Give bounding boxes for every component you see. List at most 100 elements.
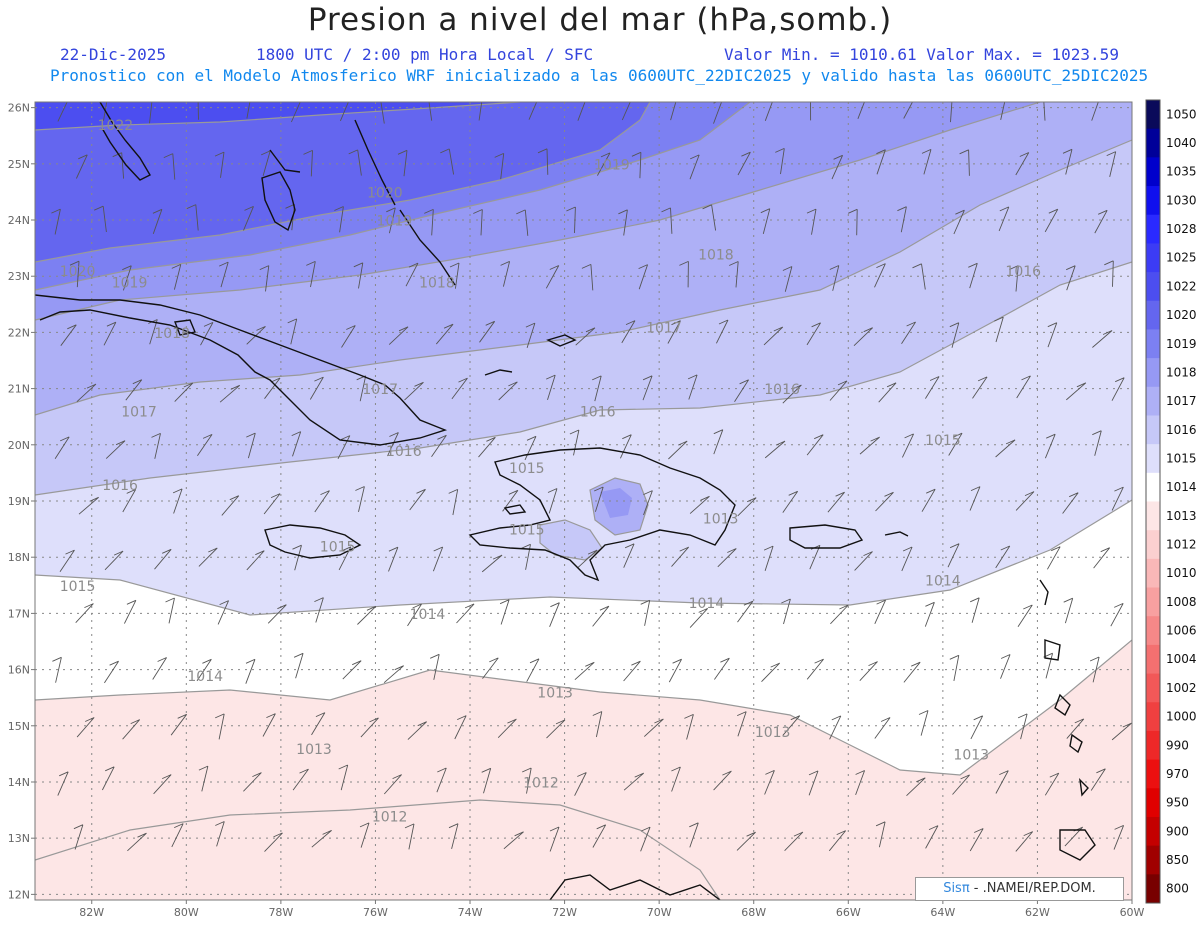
wind-barb [342,660,362,680]
wind-barb [594,486,604,512]
coast-martinique [1054,693,1071,717]
contour-label: 1016 [1005,264,1041,280]
colorbar-swatch [1146,845,1160,875]
wind-barb [875,821,886,848]
lon-label: 82W [79,906,104,919]
colorbar-label: 1014 [1166,480,1197,494]
colorbar-label: 1017 [1166,394,1197,408]
colorbar-label: 1025 [1166,251,1197,265]
lat-lon-grid [35,102,1133,900]
wind-barb [901,321,916,345]
wind-barb [306,260,316,288]
lon-label: 76W [363,906,388,919]
wind-barb [1111,722,1132,741]
wind-barb [537,148,549,175]
coast-bahamas-eleuthera [354,119,396,206]
wind-barb [959,149,970,176]
wind-barb [337,435,351,460]
wind-barb [59,549,75,572]
wind-barb [784,831,804,852]
lat-label: 23N [8,270,30,283]
colorbar-label: 1006 [1166,624,1197,638]
colorbar-swatch [1146,128,1160,158]
coast-jamaica [264,524,362,559]
wind-barb [454,715,467,740]
wind-barb [761,662,781,683]
colorbar-swatch [1146,702,1160,732]
colorbar-label: 1019 [1166,337,1197,351]
lon-label: 72W [552,906,577,919]
wind-barb [388,546,399,572]
colorbar-label: 1022 [1166,279,1197,293]
contour-label: 1015 [60,579,96,595]
colorbar-swatch [1146,186,1160,216]
wind-barb [1000,102,1006,120]
wind-barb [451,377,468,400]
model-info: Pronostico con el Modelo Atmosferico WRF… [50,66,1149,85]
contour-label: 1014 [689,596,725,612]
lon-label: 80W [174,906,199,919]
min-max-values: Valor Min. = 1010.61 Valor Max. = 1023.5… [724,45,1119,64]
wind-barb [952,774,970,795]
colorbar-swatch [1146,214,1160,244]
contour-label: 1017 [362,382,398,398]
wind-barb [878,382,897,403]
wind-barb [125,379,143,401]
lon-label: 78W [268,906,293,919]
contour-label: 1014 [925,573,961,589]
wind-barb [435,323,454,345]
wind-barb [875,491,894,512]
wind-barb [246,550,265,571]
coast-isla-juventud [174,319,196,336]
lat-label: 14N [8,776,30,789]
wind-barb [448,823,459,850]
wind-barb [219,384,241,403]
contour-label: 1018 [419,275,455,291]
colorbar-label: 990 [1166,738,1189,752]
contour-label: 1019 [112,275,148,291]
wind-barb [737,600,754,623]
wind-barb [397,149,408,177]
wind-barb [1047,322,1058,348]
coast-barbados [1079,778,1089,797]
wind-barb [643,718,664,737]
wind-barb [503,831,524,850]
wind-barb [246,102,251,119]
wind-barb [94,205,107,233]
contour-label: 1016 [580,405,616,421]
colorbar-swatch [1146,673,1160,703]
wind-barb [76,717,95,738]
wind-barb [481,767,492,794]
wind-barb [1016,375,1031,399]
wind-barb [186,204,199,231]
wind-barb [154,548,172,570]
credit-brand: Sisπ [943,881,970,896]
coast-venezuela [549,874,721,900]
lat-label: 24N [8,214,30,227]
wind-barb [261,150,271,177]
wind-barb [781,598,791,625]
coast-inagua [546,334,577,347]
wind-barb [903,661,921,683]
wind-barb [1063,597,1074,624]
wind-barb [1094,209,1108,234]
wind-barb [104,550,124,571]
wind-barb [152,657,167,680]
latitude-labels: 26N 25N 24N 23N 22N 21N 20N 19N 18N 17N 16N 15N 14N 1… [8,102,35,901]
wind-barb [1062,492,1079,514]
wind-barb [1106,151,1117,178]
wind-barb [855,770,866,796]
wind-barb [263,493,281,515]
wind-barb [112,152,125,179]
wind-barb [679,260,689,288]
colorbar-swatch [1146,874,1160,904]
lat-label: 25N [8,158,30,171]
contour-lines [35,102,1132,900]
wind-barb [1044,433,1056,459]
contour-label: 1019 [377,214,413,230]
wind-barb [482,657,499,679]
wind-barb [69,260,80,288]
wind-barb [165,597,175,624]
wind-barb [713,429,724,455]
